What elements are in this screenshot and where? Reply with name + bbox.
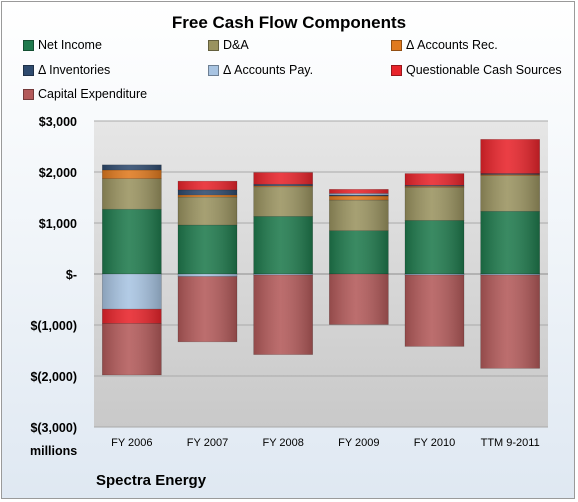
x-tick-label: FY 2010 [414, 437, 455, 449]
legend-label: Net Income [38, 38, 102, 52]
legend-item-net-income: Net Income [23, 38, 102, 52]
bar-segment-shading [480, 274, 540, 276]
bar-segment-shading [102, 309, 162, 324]
bar-segment-shading [329, 189, 389, 194]
bar-segment-shading [404, 187, 465, 221]
bar-segment-shading [253, 184, 313, 186]
y-tick-label: $(3,000) [30, 421, 77, 435]
bar-segment-shading [329, 195, 389, 201]
bar-segment-shading [102, 164, 162, 170]
y-tick-label: $3,000 [39, 115, 77, 129]
bar-segment-shading [480, 175, 540, 212]
legend-item-questionable-cash: Questionable Cash Sources [391, 63, 562, 77]
bar-segment-shading [102, 169, 162, 179]
bar-segment-shading [102, 323, 162, 375]
bar-segment-shading [329, 274, 389, 325]
y-tick-label: $- [66, 268, 77, 282]
bar-segment-shading [329, 200, 389, 231]
bar-segment-shading [329, 194, 389, 196]
y-tick-label: $(1,000) [30, 319, 77, 333]
legend-label: Questionable Cash Sources [406, 63, 562, 77]
legend-label: Capital Expenditure [38, 87, 148, 101]
bar-segment-shading [404, 275, 465, 347]
legend-swatch [23, 64, 34, 76]
bar-segment-shading [404, 220, 465, 274]
legend-swatch [23, 88, 34, 100]
x-tick-label: TTM 9-2011 [481, 437, 540, 449]
bar-segment-shading [404, 185, 465, 187]
bar-segment-shading [253, 186, 313, 217]
y-tick-label: $(2,000) [30, 370, 77, 384]
legend-swatch [391, 39, 402, 51]
bars [102, 139, 540, 376]
bar-segment-shading [480, 174, 540, 176]
x-tick-label: FY 2006 [111, 437, 152, 449]
bar-segment-shading [177, 276, 238, 342]
gridlines [94, 120, 548, 428]
bar-segment-shading [404, 274, 465, 276]
bar-segment-shading [404, 173, 465, 186]
chart-title: Free Cash Flow Components [171, 13, 407, 32]
bar-segment-shading [480, 173, 540, 175]
bar-segment-shading [480, 211, 540, 274]
bar-segment-shading [102, 209, 162, 274]
bar-segment-shading [480, 275, 540, 369]
bar-segment-shading [253, 275, 313, 355]
bar-segment-shading [177, 194, 238, 197]
legend-swatch [391, 64, 402, 76]
legend-label: Δ Accounts Rec. [406, 38, 498, 52]
y-tick-label: $2,000 [39, 166, 77, 180]
legend-label: D&A [223, 38, 249, 52]
x-tick-label: FY 2008 [262, 437, 303, 449]
bar-segment-shading [177, 181, 238, 190]
legend-swatch [208, 39, 219, 51]
bar-segment-shading [253, 216, 313, 274]
legend-swatch [23, 39, 34, 51]
legend-item-da: D&A [208, 38, 249, 52]
bar-segment-shading [177, 274, 238, 277]
x-tick-label: FY 2007 [187, 437, 228, 449]
bar-segment-shading [177, 196, 238, 226]
bar-segment-shading [177, 189, 238, 195]
bar-segment-shading [329, 193, 389, 195]
bar-segment-shading [480, 139, 540, 174]
bar-segment-shading [404, 186, 465, 188]
bar-segment-shading [329, 230, 389, 274]
x-tick-label: FY 2009 [338, 437, 379, 449]
bar-segment-shading [102, 274, 162, 310]
bar-segment-shading [102, 178, 162, 210]
legend-item-capital-expenditure: Capital Expenditure [23, 87, 147, 101]
legend-item-accounts-rec: Δ Accounts Rec. [391, 38, 498, 52]
bar-segment-shading [253, 172, 313, 185]
company-label: Spectra Energy [96, 472, 207, 489]
legend-label: Δ Accounts Pay. [223, 63, 314, 77]
units-label: millions [30, 444, 78, 458]
y-tick-labels: $3,000 $2,000 $1,000 $- $(1,000) $(2,000) $(3,… [30, 115, 77, 435]
legend-label: Δ Inventories [38, 63, 111, 77]
legend-item-accounts-pay: Δ Accounts Pay. [208, 63, 313, 77]
legend-swatch [208, 64, 219, 76]
bar-segment-shading [253, 274, 313, 276]
y-tick-label: $1,000 [39, 217, 77, 231]
bar-segment-shading [253, 185, 313, 187]
x-tick-labels: FY 2006 FY 2007 FY 2008 FY 2009 FY 2010 TTM 9… [111, 437, 540, 449]
bar-segment-shading [177, 225, 238, 274]
legend-item-inventories: Δ Inventories [23, 63, 110, 77]
